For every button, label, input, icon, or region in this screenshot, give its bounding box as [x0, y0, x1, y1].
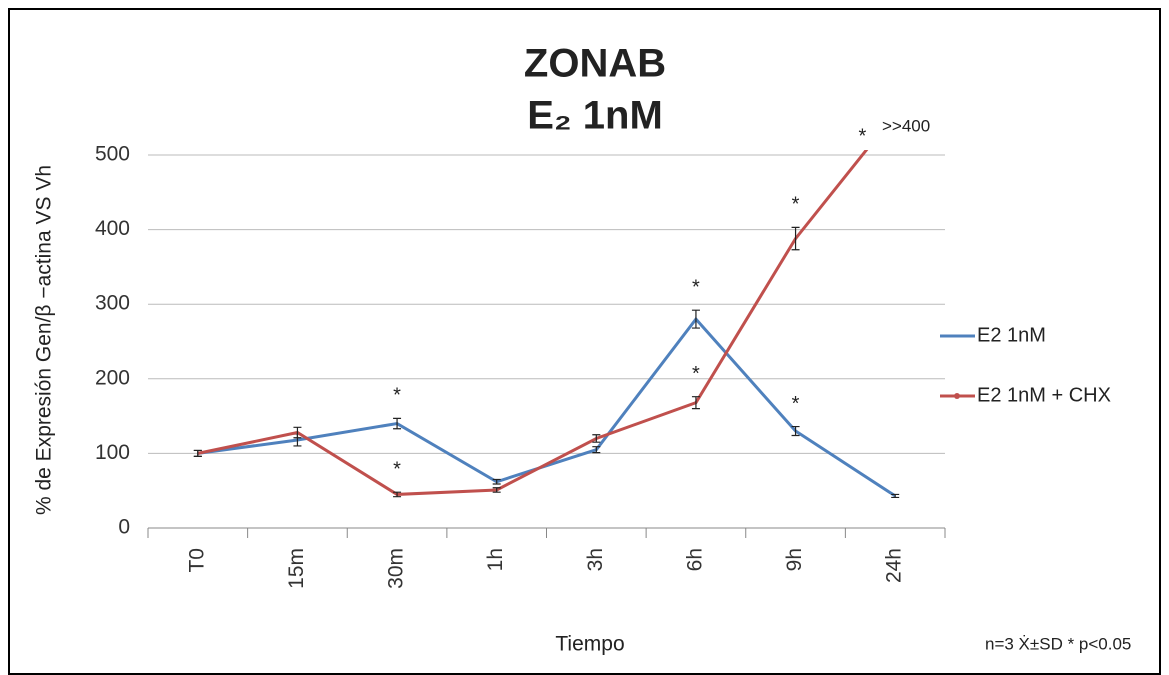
significance-marker: * — [393, 385, 401, 407]
error-bar — [691, 396, 700, 410]
y-tick-label: 0 — [118, 516, 130, 539]
y-axis-label: % de Expresión Gen/β −actina VS Vh — [33, 165, 56, 515]
chart-title: ZONAB — [524, 42, 666, 86]
x-tick-label: 15m — [285, 548, 308, 589]
plot — [193, 150, 900, 499]
y-tick-label: 100 — [95, 441, 130, 464]
legend-label: E2 1nM + CHX — [977, 384, 1111, 406]
significance-marker: * — [792, 194, 800, 216]
x-axis-label: Tiempo — [555, 633, 624, 656]
error-bar — [393, 417, 402, 430]
error-bar — [891, 493, 900, 499]
x-tick-label: 3h — [584, 548, 607, 571]
error-bar — [592, 446, 601, 454]
error-bar — [492, 478, 501, 485]
legend-label: E2 1nM — [977, 324, 1046, 346]
error-bar — [791, 226, 800, 251]
significance-marker: * — [393, 458, 401, 480]
y-tick-label: 300 — [95, 292, 130, 315]
annotation: >>400 — [882, 116, 930, 135]
x-tick-label: 1h — [484, 548, 507, 571]
frame — [8, 8, 1161, 675]
x-tick-label: 9h — [783, 548, 806, 571]
error-bar — [193, 449, 202, 457]
chart-subtitle: E₂ 1nM — [527, 94, 663, 138]
y-tick-label: 500 — [95, 143, 130, 166]
error-bar — [393, 491, 402, 498]
series-line — [197, 316, 897, 498]
error-bar — [592, 434, 601, 443]
x-tick-label: T0 — [185, 548, 208, 573]
error-bar — [492, 487, 501, 493]
y-tick-label: 200 — [95, 366, 130, 389]
significance-marker: * — [692, 276, 700, 298]
x-tick-label: 30m — [385, 548, 408, 589]
error-bar — [691, 309, 700, 329]
error-bar — [293, 426, 302, 439]
y-tick-label: 400 — [95, 217, 130, 240]
significance-marker: * — [792, 393, 800, 415]
significance-marker: * — [858, 125, 866, 147]
legend-marker — [954, 393, 960, 399]
x-tick-label: 6h — [683, 548, 706, 571]
error-bar — [791, 425, 800, 437]
x-tick-label: 24h — [883, 548, 906, 583]
series-line — [197, 150, 869, 496]
footnote: n=3 Ẋ±SD * p<0.05 — [985, 634, 1131, 653]
significance-marker: * — [692, 363, 700, 385]
